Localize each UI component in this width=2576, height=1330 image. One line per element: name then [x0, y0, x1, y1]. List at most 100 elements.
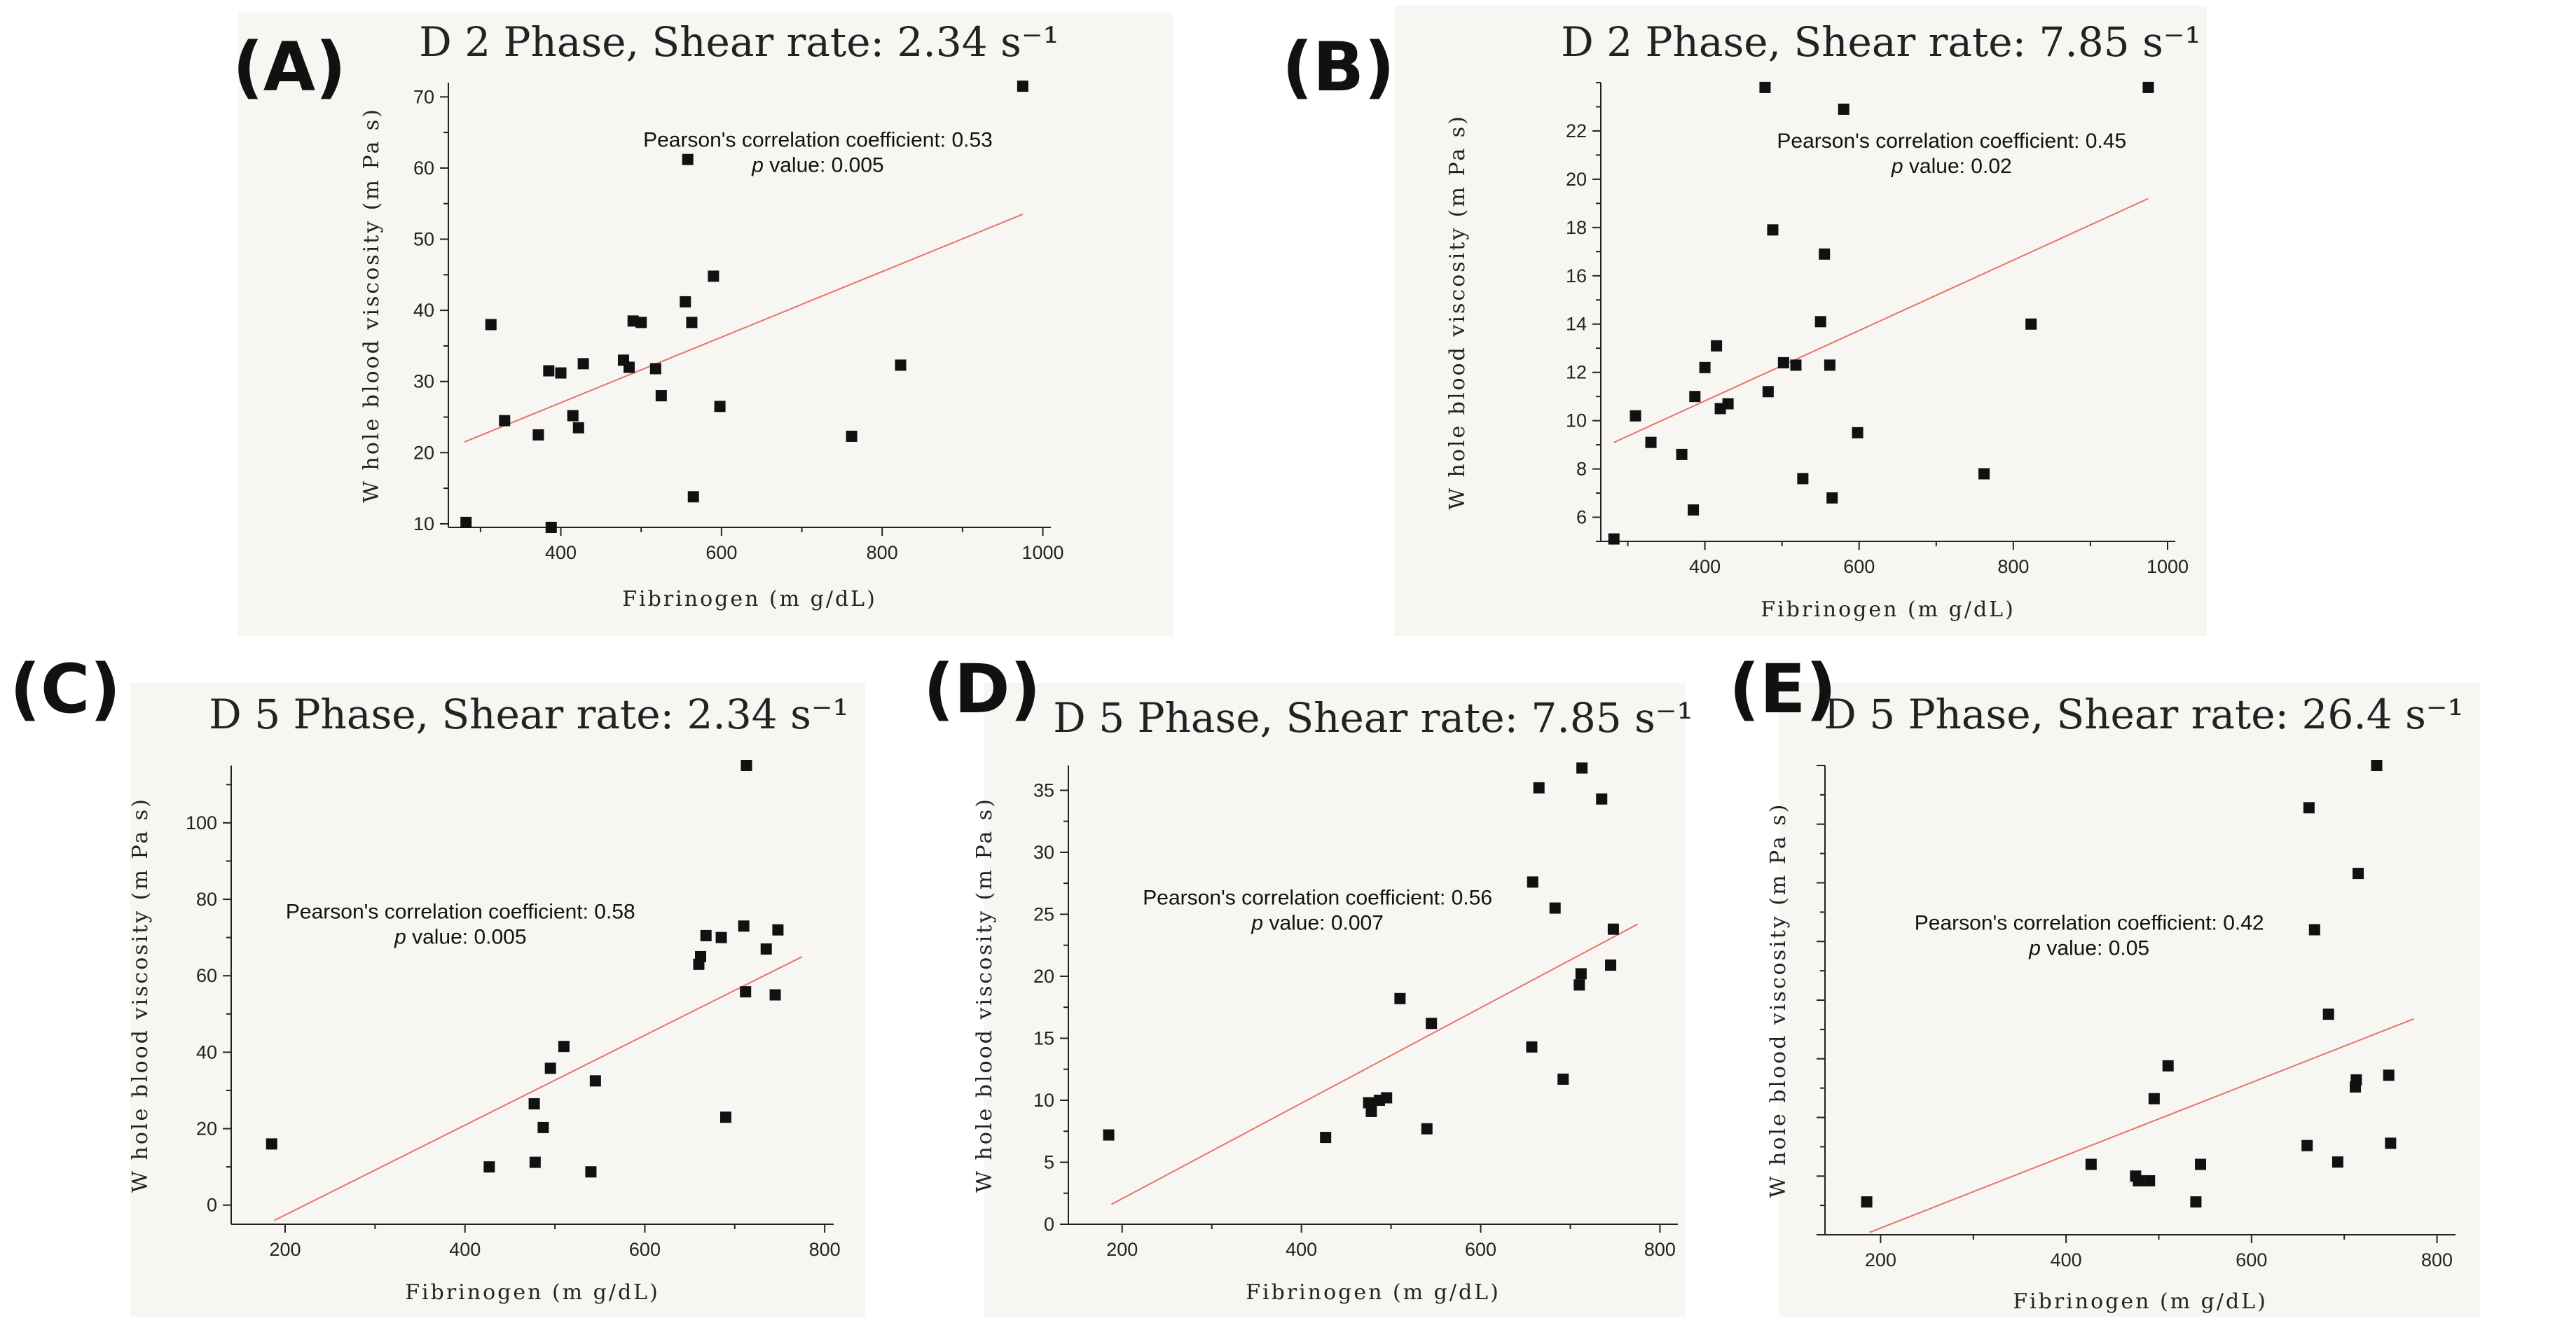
data-point — [1688, 504, 1700, 516]
data-point — [1676, 448, 1688, 460]
y-tick-label: 10 — [1033, 1090, 1054, 1111]
data-point — [499, 415, 511, 427]
chart-panel-d: 200 400 600 800 0 5 10 15 20 25 30 35 Pearson's corr… — [972, 694, 1693, 1305]
x-axis-label: Fibrinogen (m g/dL) — [1246, 1280, 1501, 1305]
panel-d-background — [984, 683, 1685, 1317]
data-point — [1819, 248, 1831, 260]
regression-line — [274, 956, 803, 1221]
x-tick-label: 200 — [1106, 1239, 1138, 1260]
data-point — [585, 1166, 597, 1178]
data-point — [529, 1156, 541, 1168]
y-tick-label: 30 — [1033, 842, 1054, 863]
y-tick-label: 80 — [196, 889, 217, 910]
p-value-annotation: p value: 0.005 — [751, 153, 883, 176]
data-point — [2350, 1074, 2362, 1086]
y-tick-label: 40 — [413, 300, 434, 321]
data-point — [682, 153, 694, 165]
y-tick-label: 20 — [1033, 966, 1054, 987]
data-point — [2133, 1175, 2144, 1186]
data-point — [1363, 1097, 1375, 1109]
data-point — [649, 363, 661, 375]
data-point — [2308, 924, 2320, 936]
data-point — [528, 1098, 540, 1110]
regression-line — [1869, 1018, 2414, 1233]
y-tick-label: 6 — [1576, 507, 1587, 528]
data-point — [1722, 398, 1734, 410]
y-tick-label: 16 — [1566, 265, 1587, 286]
data-point — [719, 1111, 731, 1123]
data-point — [577, 358, 589, 370]
data-point — [772, 924, 784, 936]
data-point — [543, 365, 555, 377]
data-point — [2085, 1158, 2097, 1170]
y-axis-label: W hole blood viscosity (m Pa s) — [128, 797, 153, 1193]
regression-line — [464, 214, 1024, 443]
data-point — [741, 760, 752, 771]
correlation-annotation: Pearson's correlation coefficient: 0.42 — [1915, 912, 2264, 935]
data-point — [1365, 1105, 1377, 1117]
data-point — [1605, 960, 1617, 971]
x-tick-label: 600 — [629, 1239, 661, 1260]
data-point — [555, 367, 567, 379]
x-tick-label: 200 — [1865, 1249, 1896, 1270]
data-point — [1608, 533, 1620, 545]
data-point — [1826, 492, 1838, 504]
data-point — [738, 920, 750, 932]
data-point — [485, 319, 497, 331]
correlation-annotation: Pearson's correlation coefficient: 0.53 — [643, 128, 993, 151]
data-point — [1103, 1129, 1115, 1141]
x-axis-label: Fibrinogen (m g/dL) — [1761, 597, 2016, 622]
data-point — [545, 522, 557, 533]
y-tick-label: 30 — [413, 371, 434, 392]
data-point — [1575, 968, 1587, 980]
data-point — [1533, 782, 1545, 794]
data-point — [1689, 391, 1701, 403]
x-tick-label: 1000 — [1021, 542, 1063, 563]
data-point — [532, 429, 544, 441]
x-tick-label: 400 — [1286, 1239, 1317, 1260]
y-tick-label: 25 — [1033, 903, 1054, 924]
correlation-annotation: Pearson's correlation coefficient: 0.58 — [286, 900, 635, 923]
panel-label-a: (A) — [233, 28, 347, 106]
panel-b-background — [1394, 6, 2207, 636]
data-point — [1381, 1092, 1393, 1104]
y-tick-label: 22 — [1566, 120, 1587, 141]
chart-title: D 5 Phase, Shear rate: 26.4 s⁻¹ — [1824, 691, 2463, 738]
panel-label-d: (D) — [923, 650, 1041, 728]
y-tick-label: 60 — [413, 158, 434, 179]
data-point — [2162, 1060, 2174, 1072]
panel-label-e: (E) — [1729, 650, 1837, 728]
y-tick-label: 20 — [413, 442, 434, 463]
data-point — [1394, 992, 1406, 1004]
data-point — [1573, 979, 1585, 991]
data-point — [2353, 868, 2364, 880]
data-point — [2383, 1069, 2395, 1081]
y-axis-label: W hole blood viscosity (m Pa s) — [972, 797, 997, 1193]
chart-title: D 2 Phase, Shear rate: 2.34 s⁻¹ — [419, 18, 1059, 66]
y-tick-label: 70 — [413, 86, 434, 107]
data-point — [1526, 1041, 1538, 1053]
chart-panel-c: 200 400 600 800 0 20 40 60 80 100 Pearson's correl… — [128, 691, 849, 1305]
data-point — [2142, 81, 2154, 93]
y-axis-label: W hole blood viscosity (m Pa s) — [359, 107, 384, 503]
data-point — [760, 943, 772, 955]
data-point — [1762, 386, 1774, 398]
correlation-annotation: Pearson's correlation coefficient: 0.56 — [1143, 886, 1492, 909]
data-point — [1824, 359, 1835, 371]
data-point — [1767, 224, 1779, 236]
panel-e-background — [1779, 683, 2480, 1317]
data-point — [895, 359, 907, 371]
x-tick-label: 200 — [269, 1239, 301, 1260]
y-axis-label: W hole blood viscosity (m Pa s) — [1445, 114, 1470, 510]
data-point — [1630, 410, 1641, 422]
data-point — [1549, 902, 1561, 914]
panel-c-background — [130, 683, 865, 1317]
data-point — [1838, 103, 1850, 115]
x-axis-label: Fibrinogen (m g/dL) — [2013, 1289, 2268, 1314]
y-tick-label: 10 — [413, 513, 434, 534]
data-point — [1814, 316, 1826, 328]
data-point — [1790, 359, 1802, 371]
data-point — [1607, 923, 1619, 935]
data-point — [740, 986, 752, 998]
chart-title: D 2 Phase, Shear rate: 7.85 s⁻¹ — [1561, 18, 2200, 66]
